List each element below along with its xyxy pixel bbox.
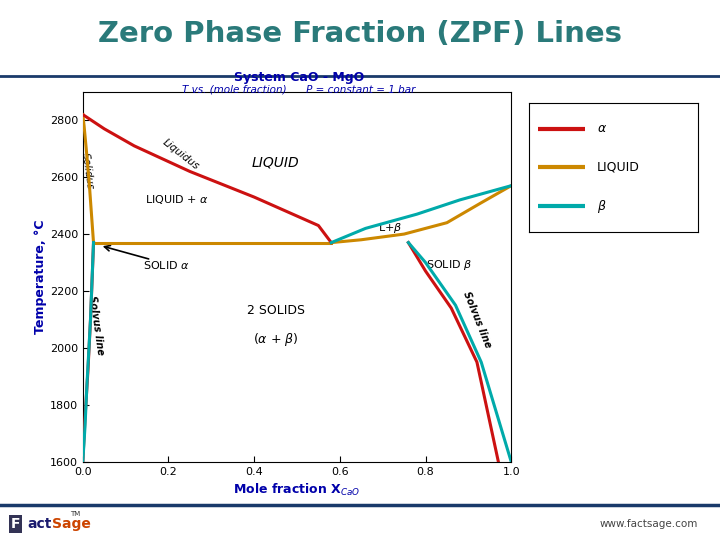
Text: 2 SOLIDS: 2 SOLIDS [246, 305, 305, 318]
Text: Sage: Sage [52, 517, 91, 531]
Text: F: F [11, 517, 20, 531]
Text: $\alpha$: $\alpha$ [597, 122, 607, 135]
Text: LIQUID: LIQUID [597, 161, 640, 174]
Text: www.factsage.com: www.factsage.com [600, 519, 698, 529]
X-axis label: Mole fraction X$_{CaO}$: Mole fraction X$_{CaO}$ [233, 482, 361, 498]
Text: Solidus: Solidus [81, 152, 96, 191]
Text: act: act [27, 517, 52, 531]
Text: System CaO - MgO: System CaO - MgO [234, 71, 364, 84]
Text: LIQUID + $\alpha$: LIQUID + $\alpha$ [145, 193, 209, 206]
Text: TM: TM [71, 511, 81, 517]
Text: T vs. (mole fraction)      P = constant = 1 bar: T vs. (mole fraction) P = constant = 1 b… [182, 84, 415, 94]
Y-axis label: Temperature, °C: Temperature, °C [34, 219, 47, 334]
Text: Solvus line: Solvus line [461, 290, 492, 349]
Text: Solvus line: Solvus line [86, 295, 105, 355]
Text: Zero Phase Fraction (ZPF) Lines: Zero Phase Fraction (ZPF) Lines [98, 20, 622, 48]
Text: SOLID $\beta$: SOLID $\beta$ [426, 258, 472, 272]
Text: ($\alpha$ + $\beta$): ($\alpha$ + $\beta$) [253, 331, 298, 348]
Text: SOLID $\alpha$: SOLID $\alpha$ [143, 259, 189, 272]
Text: L+$\beta$: L+$\beta$ [379, 221, 402, 235]
Text: $\beta$: $\beta$ [597, 198, 606, 215]
Text: Liquidus: Liquidus [161, 137, 202, 172]
Text: LIQUID: LIQUID [252, 156, 300, 170]
